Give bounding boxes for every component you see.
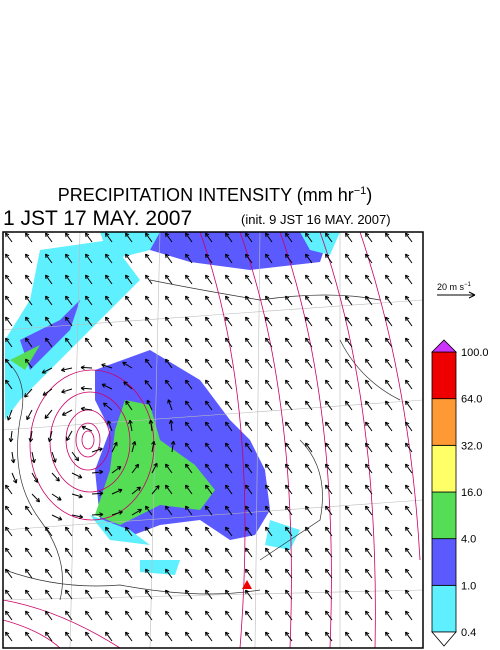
colorbar-segment <box>431 398 457 446</box>
map <box>3 232 423 648</box>
colorbar-under <box>431 631 457 647</box>
location-marker <box>242 580 252 589</box>
colorbar-label: 64.0 <box>461 394 482 406</box>
colorbar-label: 32.0 <box>461 440 482 452</box>
colorbar-segment <box>431 538 457 586</box>
precip-green <box>95 400 215 525</box>
colorbar-segment <box>431 351 457 400</box>
wind-field <box>5 232 413 642</box>
pressure-contours <box>3 232 421 648</box>
precip-cyan <box>90 515 300 575</box>
colorbar-label: 100.0 <box>461 347 489 359</box>
colorbar-label: 0.4 <box>461 627 476 639</box>
title-end: ) <box>366 185 372 205</box>
precip-cyan <box>5 240 140 420</box>
colorbar-label: 16.0 <box>461 487 482 499</box>
valid-time: 1 JST 17 MAY. 2007 <box>3 207 192 230</box>
colorbar-segment <box>431 444 457 493</box>
coastline <box>4 279 401 601</box>
colorbar-segment <box>431 584 457 633</box>
precip-cyan <box>100 232 340 260</box>
colorbar: 0.4 1.0 4.0 16.0 32.0 64.0 100.0 <box>431 339 489 647</box>
colorbar-label: 4.0 <box>461 534 476 546</box>
precip-green <box>10 345 40 370</box>
wind-scale-sup: −1 <box>464 282 472 288</box>
wind-scale-head <box>468 291 476 299</box>
map-frame <box>2 231 424 649</box>
colorbar-over <box>431 339 457 353</box>
wind-arrows <box>5 232 413 642</box>
graticule <box>3 232 423 648</box>
title: PRECIPITATION INTENSITY (mm hr−1) <box>58 185 373 205</box>
colorbar-segment <box>431 491 457 540</box>
wind-scale-main: 20 m s <box>437 282 465 292</box>
init-time: (init. 9 JST 16 MAY. 2007) <box>241 212 391 227</box>
precip-blue <box>110 232 330 270</box>
title-main: PRECIPITATION INTENSITY (mm hr <box>58 185 354 205</box>
colorbar-label: 1.0 <box>461 580 476 592</box>
wind-scale-label: 20 m s−1 <box>437 282 472 292</box>
title-sup: −1 <box>354 185 367 197</box>
